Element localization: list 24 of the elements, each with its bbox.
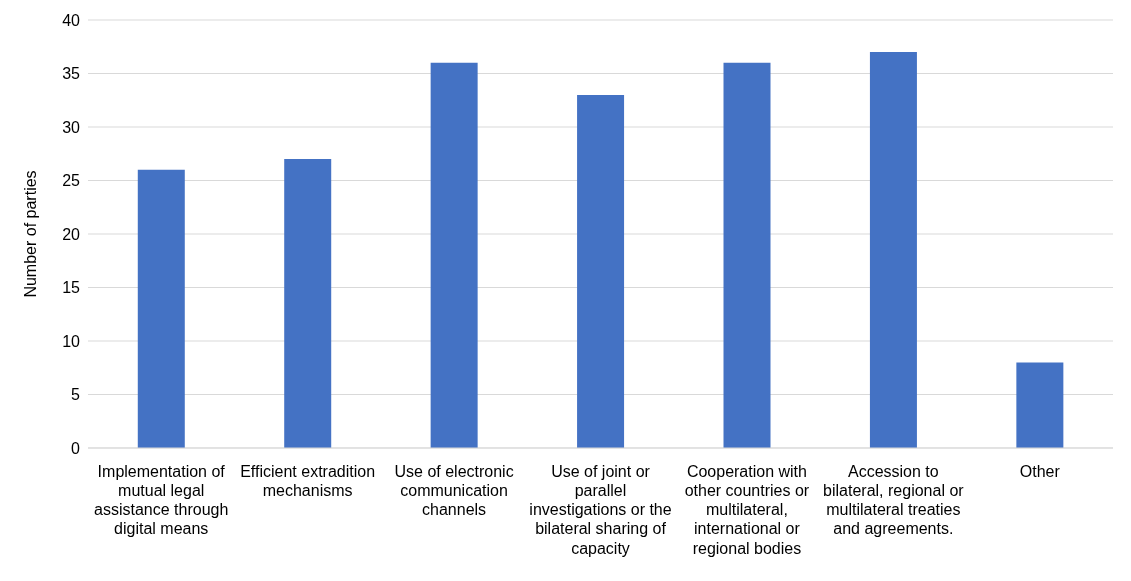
y-tick-label: 20 xyxy=(62,225,81,243)
y-tick-label: 10 xyxy=(62,332,81,350)
y-tick-label: 35 xyxy=(62,65,81,83)
y-tick-label: 5 xyxy=(71,386,81,404)
bar xyxy=(430,62,478,448)
x-tick-label: Use of joint or parallel investigations or the bilateral sharing of capacity xyxy=(529,462,672,557)
y-tick-label: 15 xyxy=(62,279,81,297)
bar xyxy=(723,62,771,448)
x-tick-label: Efficient extradition mechanisms xyxy=(240,462,376,499)
x-tick-label: Use of electronic communication channels xyxy=(394,462,514,519)
y-tick-label: 30 xyxy=(62,118,81,136)
x-tick-label: Implementation of mutual legal assistance through digital means xyxy=(94,462,229,538)
bar xyxy=(137,169,185,448)
bar xyxy=(284,159,332,448)
bar xyxy=(1016,362,1064,448)
bar xyxy=(869,52,917,448)
y-tick-label: 25 xyxy=(62,172,81,190)
y-tick-label: 0 xyxy=(71,439,81,457)
x-tick-label: Other xyxy=(1019,462,1061,480)
x-tick-label: Cooperation with other countries or multilateral, international or regional bodies xyxy=(684,462,810,557)
x-tick-label: Accession to bilateral, regional or multilateral treaties and agreements. xyxy=(823,462,965,538)
bar xyxy=(577,94,625,448)
y-axis-title: Number of parties xyxy=(21,170,39,298)
y-tick-label: 40 xyxy=(62,11,81,29)
